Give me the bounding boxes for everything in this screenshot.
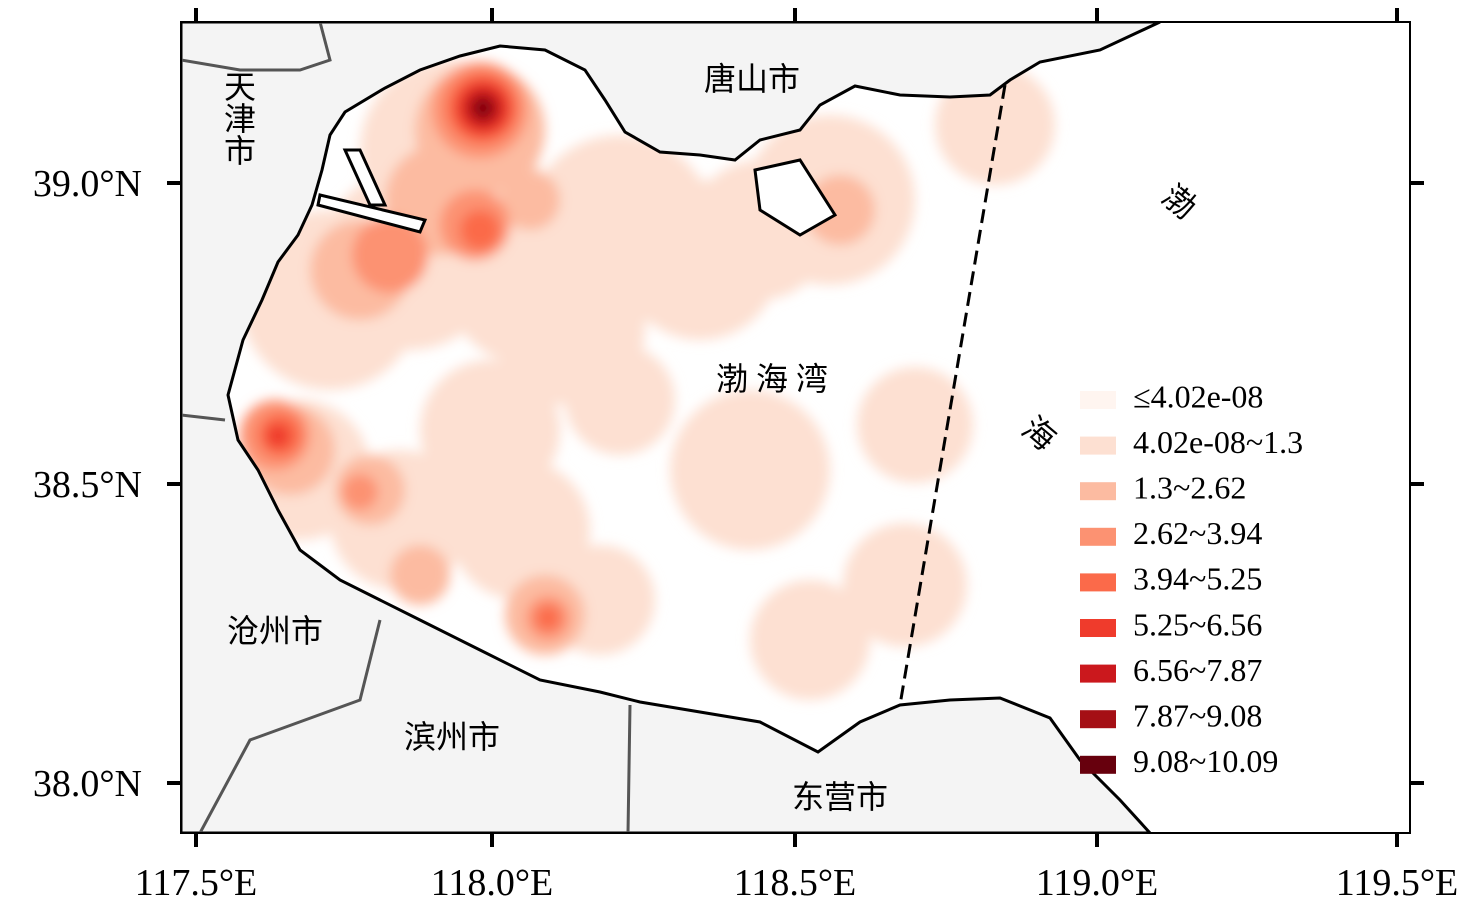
land [181, 22, 1161, 833]
x-tick-label: 118.5°E [734, 862, 857, 904]
blob [500, 170, 560, 230]
blob [843, 523, 967, 647]
blob [266, 424, 290, 448]
y-tick-label: 39.0°N [33, 163, 142, 205]
blob [565, 345, 675, 455]
legend-label: 3.94~5.25 [1133, 561, 1262, 597]
place-label: 滨州市 [404, 719, 500, 755]
place-label: 天津市 [220, 70, 256, 166]
y-tick-label: 38.0°N [33, 763, 142, 805]
legend-swatch [1080, 710, 1116, 729]
legend-swatch [1080, 391, 1116, 409]
legend-swatch [1080, 664, 1116, 683]
blob [670, 390, 830, 550]
place-label: 东营市 [792, 779, 888, 815]
place-label: 沧州市 [227, 613, 323, 649]
legend-label: 2.62~3.94 [1133, 515, 1262, 551]
legend-swatch [1080, 619, 1116, 637]
legend-swatch [1080, 573, 1116, 592]
legend-swatch [1080, 755, 1116, 774]
concentration-field [230, 60, 1055, 700]
port [316, 148, 838, 237]
legend-swatch [1080, 436, 1116, 455]
x-tick-label: 119.5°E [1336, 862, 1459, 904]
legend-swatch [1080, 482, 1116, 501]
x-tick-label: 117.5°E [135, 862, 258, 904]
legend-label: ≤4.02e-08 [1133, 378, 1263, 414]
x-tick-label: 119.0°E [1036, 862, 1159, 904]
legend-label: 4.02e-08~1.3 [1133, 424, 1303, 460]
legend-label: 5.25~6.56 [1133, 606, 1262, 642]
boundary [181, 22, 632, 833]
blob [476, 101, 490, 115]
blob [857, 367, 973, 483]
blob [342, 474, 378, 510]
place-label: 渤 海 湾 [716, 361, 828, 397]
blob [390, 545, 450, 605]
blob [805, 175, 875, 245]
legend-label: 9.08~10.09 [1133, 743, 1278, 779]
blob [536, 606, 560, 630]
blob [750, 580, 870, 700]
y-tick-label: 38.5°N [33, 464, 142, 506]
legend-swatch [1080, 527, 1116, 546]
legend-label: 1.3~2.62 [1133, 470, 1246, 506]
blob [420, 360, 560, 500]
place-label: 唐山市 [704, 61, 800, 97]
blob [460, 210, 500, 250]
x-tick-label: 118.0°E [431, 862, 554, 904]
legend-label: 6.56~7.87 [1133, 652, 1262, 688]
blob [352, 217, 428, 293]
legend-label: 7.87~9.08 [1133, 698, 1262, 734]
